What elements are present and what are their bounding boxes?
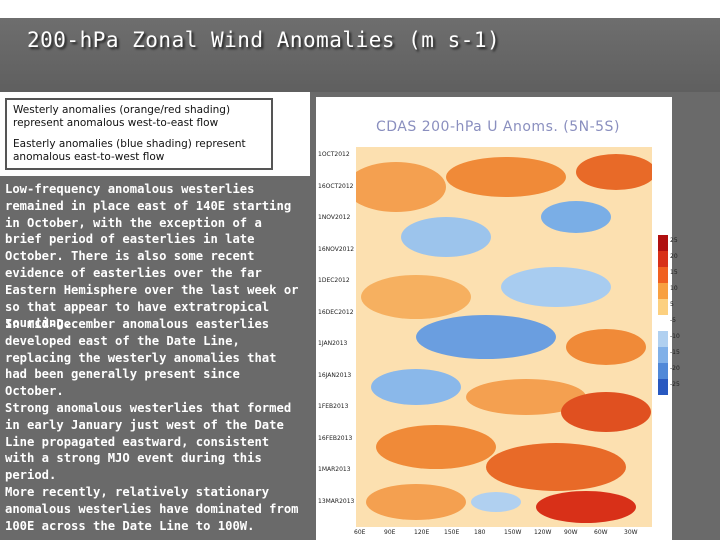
x-tick-label: 150W bbox=[504, 529, 522, 536]
paragraph-2: In mid-December anomalous easterlies dev… bbox=[5, 317, 277, 399]
x-tick-label: 180 bbox=[474, 529, 486, 536]
colorbar-label: 15 bbox=[670, 269, 678, 276]
x-tick-label: 90W bbox=[564, 529, 578, 536]
title-bar: 200-hPa Zonal Wind Anomalies (m s-1) bbox=[0, 18, 720, 92]
colorbar-label: -15 bbox=[670, 349, 680, 356]
paragraph-3: Strong anomalous westerlies that formed … bbox=[5, 401, 292, 483]
y-tick-label: 1MAR2013 bbox=[318, 466, 351, 473]
paragraph-4: More recently, relatively stationary ano… bbox=[5, 485, 299, 533]
y-tick-label: 16JAN2013 bbox=[318, 371, 352, 379]
y-tick-label: 1FEB2013 bbox=[318, 403, 349, 410]
colorbar-label: -5 bbox=[670, 317, 676, 324]
paragraph-1: Low-frequency anomalous westerlies remai… bbox=[5, 182, 299, 331]
colorbar-swatch bbox=[658, 363, 668, 379]
y-tick-label: 1OCT2012 bbox=[318, 151, 350, 158]
y-tick-label: 1JAN2013 bbox=[318, 340, 348, 347]
colorbar-swatch bbox=[658, 283, 668, 299]
x-tick-label: 90E bbox=[384, 529, 396, 536]
text-panel bbox=[0, 176, 310, 540]
y-tick-label: 1DEC2012 bbox=[318, 277, 350, 284]
colorbar-swatch bbox=[658, 267, 668, 283]
colorbar-label: -20 bbox=[670, 365, 680, 372]
x-tick-label: 30W bbox=[624, 529, 638, 536]
colorbar-swatch bbox=[658, 299, 668, 315]
slide-title: 200-hPa Zonal Wind Anomalies (m s-1) bbox=[27, 28, 501, 52]
colorbar-swatch bbox=[658, 315, 668, 331]
colorbar-swatch bbox=[658, 347, 668, 363]
y-tick-label: 16DEC2012 bbox=[318, 308, 354, 316]
x-tick-label: 60W bbox=[594, 529, 608, 536]
colorbar-swatch bbox=[658, 235, 668, 251]
colorbar-label: 10 bbox=[670, 285, 678, 292]
colorbar-label: 20 bbox=[670, 253, 678, 260]
y-tick-label: 16FEB2013 bbox=[318, 434, 353, 442]
colorbar bbox=[658, 235, 668, 395]
x-tick-label: 60E bbox=[354, 529, 366, 536]
westerly-legend: Westerly anomalies (orange/red shading) … bbox=[13, 104, 231, 129]
colorbar-label: 5 bbox=[670, 301, 674, 308]
y-tick-label: 1NOV2012 bbox=[318, 214, 351, 221]
hovmoller-plot bbox=[356, 147, 652, 527]
colorbar-swatch bbox=[658, 251, 668, 267]
colorbar-swatch bbox=[658, 379, 668, 395]
colorbar-label: 25 bbox=[670, 237, 678, 244]
colorbar-label: -25 bbox=[670, 381, 680, 388]
x-tick-label: 120E bbox=[414, 529, 430, 536]
easterly-legend: Easterly anomalies (blue shading) repres… bbox=[13, 138, 246, 163]
y-tick-label: 16NOV2012 bbox=[318, 245, 355, 253]
colorbar-label: -10 bbox=[670, 333, 680, 340]
legend-box: Westerly anomalies (orange/red shading) … bbox=[5, 98, 273, 170]
figure-title: CDAS 200-hPa U Anoms. (5N-5S) bbox=[376, 119, 620, 135]
x-tick-label: 120W bbox=[534, 529, 552, 536]
y-tick-label: 13MAR2013 bbox=[318, 497, 355, 505]
x-tick-label: 150E bbox=[444, 529, 460, 536]
hovmoller-figure: CDAS 200-hPa U Anoms. (5N-5S) 1OCT2012 16… bbox=[316, 97, 680, 540]
y-tick-label: 16OCT2012 bbox=[318, 182, 354, 190]
colorbar-swatch bbox=[658, 331, 668, 347]
